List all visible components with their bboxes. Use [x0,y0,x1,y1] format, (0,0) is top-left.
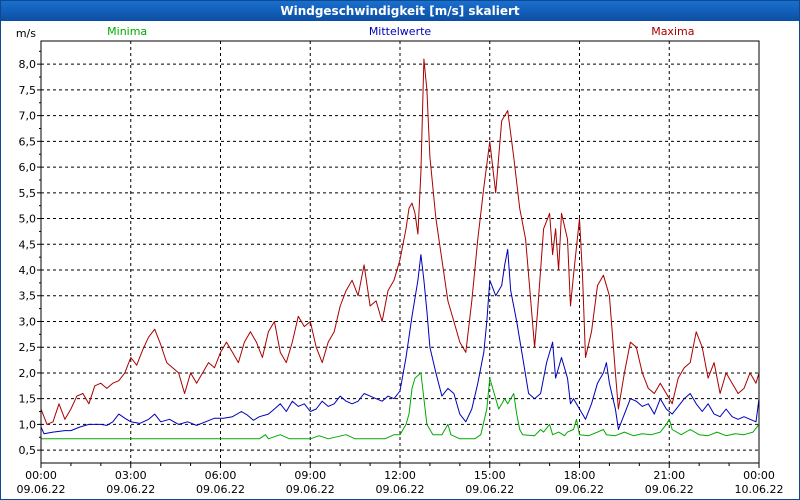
x-tick-time-label: 00:00 [25,469,57,482]
x-tick-date-label: 09.06.22 [645,483,694,496]
y-axis-label: m/s [16,27,36,40]
legend: Minima Mittelwerte Maxima [107,25,694,38]
y-tick-label: 0,5 [19,444,37,457]
x-tick-date-label: 09.06.22 [17,483,66,496]
grid [41,41,759,463]
x-tick-time-label: 21:00 [653,469,685,482]
y-tick-label: 5,0 [19,213,37,226]
series-lines [40,58,760,440]
wind-speed-chart: 0,5 1,0 1,5 2,0 2,5 3,0 3,5 4,0 4,5 5,0 5,5 6,0 6,5 7… [16,25,784,496]
x-tick-date-label: 09.06.22 [376,483,425,496]
y-tick-label: 7,5 [19,84,37,97]
legend-entry-mittelwerte: Mittelwerte [369,25,432,38]
x-tick-date-label: 09.06.22 [286,483,335,496]
x-tick-time-label: 12:00 [384,469,416,482]
y-tick-label: 6,0 [19,161,37,174]
y-tick-label: 6,5 [19,135,37,148]
x-tick-date-label: 09.06.22 [106,483,155,496]
series-line-maxima [40,58,760,425]
x-tick-time-label: 09:00 [294,469,326,482]
y-tick-label: 2,0 [19,367,37,380]
y-tick-label: 4,0 [19,264,37,277]
y-tick-label: 1,5 [19,393,37,406]
y-tick-label: 3,0 [19,315,37,328]
y-tick-label: 3,5 [19,290,37,303]
y-axis: 0,5 1,0 1,5 2,0 2,5 3,0 3,5 4,0 4,5 5,0 5,5 6,0 6,5 7… [16,27,41,457]
series-line-mittelwerte [40,248,760,435]
plot-area-border [40,40,760,464]
x-axis: 00:0009.06.2203:0009.06.2206:0009.06.220… [17,463,784,496]
legend-entry-maxima: Maxima [651,25,694,38]
x-tick-date-label: 09.06.22 [465,483,514,496]
y-tick-label: 2,5 [19,341,37,354]
x-tick-date-label: 10.06.22 [735,483,784,496]
x-tick-time-label: 06:00 [205,469,237,482]
x-tick-time-label: 03:00 [115,469,147,482]
series-line-minima [41,372,760,440]
chart-title: Windgeschwindigkeit [m/s] skaliert [1,1,799,21]
y-tick-label: 5,5 [19,187,37,200]
legend-entry-minima: Minima [107,25,147,38]
x-tick-time-label: 18:00 [564,469,596,482]
y-tick-label: 8,0 [19,58,37,71]
x-tick-time-label: 00:00 [743,469,775,482]
y-tick-label: 7,0 [19,110,37,123]
y-tick-label: 1,0 [19,418,37,431]
x-tick-date-label: 09.06.22 [196,483,245,496]
x-tick-time-label: 15:00 [474,469,506,482]
y-tick-label: 4,5 [19,238,37,251]
x-tick-date-label: 09.06.22 [555,483,604,496]
